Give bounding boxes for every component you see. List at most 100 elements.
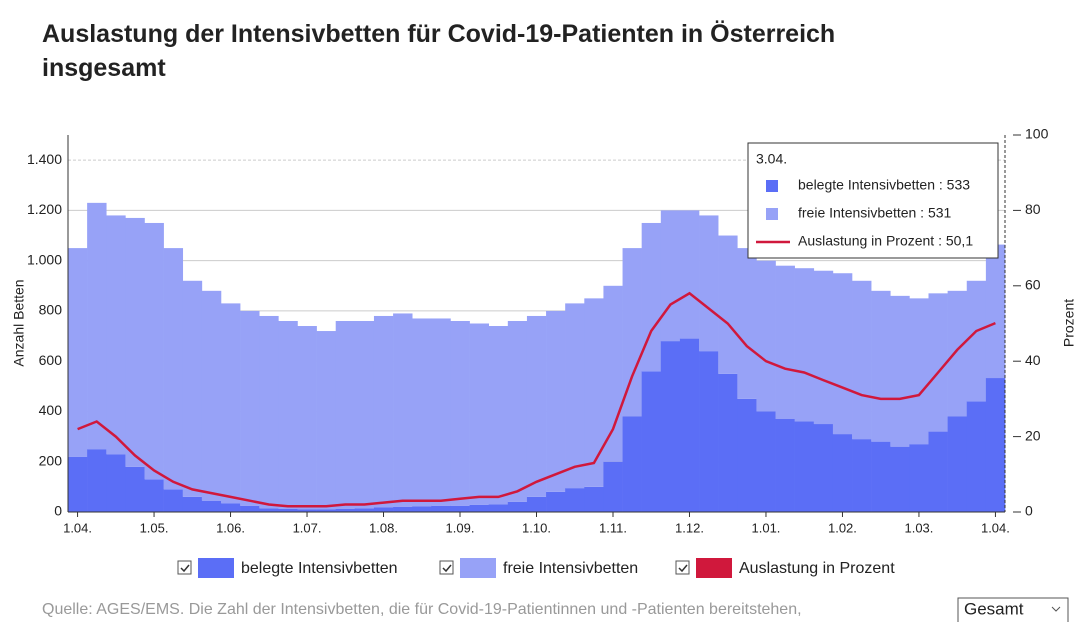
bar [431, 318, 451, 506]
legend-swatch [460, 558, 496, 578]
x-tick-label: 1.07. [293, 520, 322, 535]
x-tick-label: 1.01. [752, 520, 781, 535]
bar [412, 318, 432, 507]
y2-axis-label: Prozent [1061, 299, 1077, 347]
bar [412, 506, 432, 512]
bar [813, 270, 834, 425]
bar [928, 431, 948, 512]
bar [584, 298, 604, 487]
y2-tick-label: 60 [1025, 277, 1041, 293]
tooltip-swatch [766, 180, 778, 192]
bar [87, 449, 107, 512]
tooltip-entry: belegte Intensivbetten : 533 [798, 177, 970, 193]
bar [316, 331, 337, 510]
bar [259, 315, 279, 509]
x-tick-label: 1.03. [904, 520, 933, 535]
x-tick-label: 1.11. [599, 520, 627, 535]
bar [660, 210, 681, 342]
source: Quelle: AGES/EMS. Die Zahl der Intensivb… [42, 601, 802, 618]
legend-label: Auslastung in Prozent [739, 560, 895, 577]
bar [316, 509, 337, 512]
bar [469, 504, 489, 512]
bar [565, 303, 585, 489]
checkmark [180, 564, 190, 573]
bar [163, 489, 184, 512]
bar [144, 222, 164, 480]
bar [546, 310, 566, 492]
bar [775, 419, 795, 512]
bar [87, 202, 107, 450]
bar [220, 503, 241, 512]
bar [890, 446, 910, 512]
bar [163, 248, 184, 490]
bar [373, 507, 394, 512]
bar [68, 248, 88, 457]
bar [852, 280, 872, 440]
bar [985, 244, 1006, 379]
chart-title: Auslastung der Intensivbetten für Covid-… [42, 19, 835, 82]
y2-tick-label: 100 [1025, 126, 1049, 142]
bar [220, 303, 241, 504]
y-tick-label: 800 [39, 302, 63, 318]
bar [622, 416, 642, 512]
dropdown-arrow [1051, 606, 1061, 612]
dropdown[interactable] [957, 597, 1069, 622]
bar [182, 280, 203, 497]
bar [679, 210, 700, 339]
y-tick-label: 200 [39, 452, 63, 468]
bar [737, 398, 757, 512]
tooltip-entry: freie Intensivbetten : 531 [798, 205, 952, 221]
y-axis-label: Anzahl Betten [11, 279, 27, 366]
x-tick-label: 1.04. [63, 520, 92, 535]
legend-checkbox[interactable] [675, 560, 690, 575]
bar [450, 320, 470, 506]
bar [106, 454, 126, 512]
x-tick-label: 1.04. [981, 520, 1010, 535]
bar [966, 280, 987, 402]
bar [871, 441, 891, 512]
y2-tick-label: 20 [1025, 427, 1041, 443]
bar [297, 509, 317, 512]
bar [354, 508, 375, 512]
legend-swatch [198, 558, 234, 578]
bar [393, 506, 413, 512]
checkmark [442, 564, 452, 573]
bar [756, 260, 776, 412]
bar [354, 320, 375, 509]
tooltip-entry: Auslastung in Prozent : 50,1 [798, 233, 973, 249]
bar [201, 500, 222, 512]
y2-tick-label: 40 [1025, 352, 1041, 368]
bar [660, 341, 681, 512]
bar [622, 248, 642, 417]
bar [852, 439, 872, 512]
bar [507, 501, 528, 512]
bar [832, 434, 853, 512]
tooltip [747, 142, 999, 259]
bar [201, 290, 222, 501]
bar [393, 313, 413, 507]
bar [278, 508, 298, 512]
bar [737, 248, 757, 399]
legend-checkbox[interactable] [439, 560, 454, 575]
bar [909, 298, 929, 445]
legend-checkbox[interactable] [177, 560, 192, 575]
bar [756, 411, 776, 512]
x-tick-label: 1.12. [675, 520, 704, 535]
bar [125, 217, 145, 467]
y2-tick-label: 0 [1025, 503, 1033, 519]
legend-swatch [696, 558, 732, 578]
x-tick-label: 1.08. [369, 520, 398, 535]
line [77, 291, 996, 508]
checkmark [678, 564, 688, 573]
bar [641, 222, 662, 372]
bar [699, 215, 719, 352]
bar [488, 504, 509, 512]
dropdown-label: Gesamt [964, 599, 1024, 618]
bar [450, 505, 470, 512]
bar [603, 285, 623, 462]
bar [813, 424, 834, 512]
bar [373, 315, 394, 508]
y-tick-label: 1.400 [27, 151, 62, 167]
bar [240, 505, 260, 512]
bar [794, 268, 815, 422]
